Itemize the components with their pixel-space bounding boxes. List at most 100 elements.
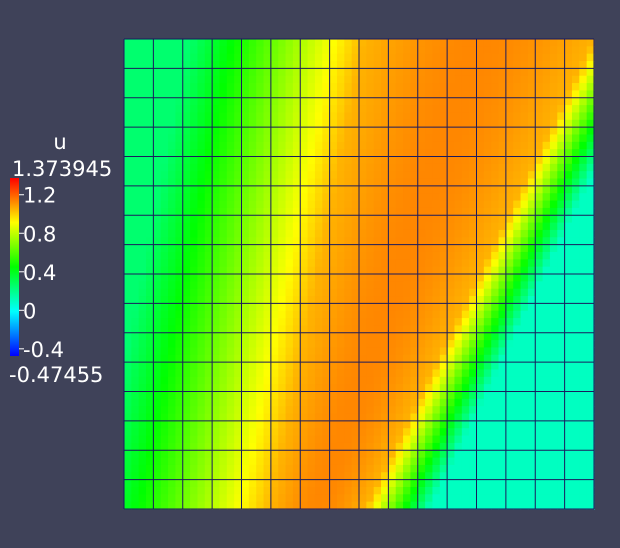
heatmap-cell bbox=[336, 457, 345, 466]
heatmap-cell bbox=[256, 112, 265, 121]
heatmap-cell bbox=[263, 318, 272, 326]
heatmap-cell bbox=[476, 354, 485, 363]
heatmap-cell bbox=[557, 141, 566, 150]
heatmap-cell bbox=[395, 406, 404, 415]
heatmap-cell bbox=[549, 215, 558, 224]
heatmap-cell bbox=[160, 105, 169, 114]
heatmap-cell bbox=[542, 229, 551, 238]
heatmap-cell bbox=[403, 149, 411, 158]
heatmap-cell bbox=[388, 354, 397, 363]
heatmap-cell bbox=[513, 75, 522, 84]
heatmap-cell bbox=[388, 141, 397, 150]
heatmap-cell bbox=[212, 340, 221, 349]
heatmap-cell bbox=[153, 384, 162, 393]
heatmap-cell bbox=[461, 472, 470, 481]
heatmap-cell bbox=[160, 207, 169, 216]
heatmap-cell bbox=[439, 391, 448, 400]
heatmap-cell bbox=[190, 46, 199, 55]
heatmap-cell bbox=[168, 156, 176, 165]
heatmap-cell bbox=[439, 68, 448, 77]
heatmap-cell bbox=[175, 442, 184, 451]
heatmap-cell bbox=[336, 464, 345, 473]
heatmap-cell bbox=[425, 472, 434, 481]
heatmap-cell bbox=[513, 472, 522, 481]
heatmap-cell bbox=[204, 486, 213, 495]
heatmap-cell bbox=[542, 215, 551, 224]
heatmap-cell bbox=[395, 244, 404, 253]
heatmap-cell bbox=[476, 207, 485, 216]
heatmap-cell bbox=[153, 413, 162, 422]
heatmap-cell bbox=[138, 413, 147, 422]
heatmap-cell bbox=[307, 435, 316, 444]
heatmap-cell bbox=[395, 105, 404, 114]
heatmap-cell bbox=[579, 163, 588, 172]
heatmap-cell bbox=[505, 259, 514, 268]
heatmap-cell bbox=[542, 450, 551, 459]
heatmap-cell bbox=[190, 332, 199, 341]
heatmap-cell bbox=[197, 237, 206, 246]
heatmap-cell bbox=[285, 428, 294, 437]
heatmap-cell bbox=[329, 105, 338, 114]
heatmap-cell bbox=[153, 442, 162, 451]
heatmap-cell bbox=[417, 296, 426, 304]
heatmap-cell bbox=[491, 340, 500, 349]
heatmap-cell bbox=[153, 163, 162, 172]
heatmap-cell bbox=[270, 90, 279, 99]
heatmap-cell bbox=[417, 39, 426, 47]
heatmap-cell bbox=[403, 178, 411, 187]
heatmap-cell bbox=[542, 185, 551, 194]
heatmap-cell bbox=[571, 486, 580, 495]
heatmap-cell bbox=[256, 332, 265, 341]
heatmap-cell bbox=[483, 325, 492, 334]
heatmap-cell bbox=[469, 442, 478, 451]
heatmap-cell bbox=[241, 398, 250, 407]
heatmap-cell bbox=[461, 149, 470, 158]
heatmap-cell bbox=[542, 274, 551, 282]
heatmap-cell bbox=[300, 163, 309, 172]
heatmap-cell bbox=[160, 163, 169, 172]
heatmap-cell bbox=[322, 479, 331, 488]
heatmap-cell bbox=[329, 178, 338, 187]
heatmap-cell bbox=[410, 406, 419, 415]
heatmap-cell bbox=[410, 435, 419, 444]
heatmap-cell bbox=[307, 296, 316, 304]
heatmap-cell bbox=[395, 222, 404, 231]
heatmap-cell bbox=[307, 127, 316, 136]
heatmap-cell bbox=[153, 288, 162, 297]
heatmap-cell bbox=[388, 442, 397, 451]
heatmap-cell bbox=[395, 428, 404, 437]
heatmap-cell bbox=[439, 318, 448, 326]
heatmap-cell bbox=[425, 406, 434, 415]
heatmap-cell bbox=[322, 450, 331, 459]
heatmap-cell bbox=[579, 435, 588, 444]
heatmap-cell bbox=[329, 398, 338, 407]
heatmap-cell bbox=[410, 428, 419, 437]
heatmap-cell bbox=[417, 362, 426, 371]
heatmap-cell bbox=[542, 61, 551, 69]
heatmap-cell bbox=[483, 384, 492, 393]
heatmap-cell bbox=[513, 229, 522, 238]
heatmap-cell bbox=[182, 229, 191, 238]
heatmap-cell bbox=[160, 171, 169, 180]
heatmap-cell bbox=[190, 362, 199, 371]
heatmap-cell bbox=[366, 494, 375, 503]
heatmap-cell bbox=[190, 163, 199, 172]
heatmap-cell bbox=[557, 288, 566, 297]
heatmap-cell bbox=[175, 185, 184, 194]
heatmap-cell bbox=[403, 310, 411, 319]
heatmap-cell bbox=[505, 90, 514, 99]
heatmap-cell bbox=[535, 200, 544, 209]
heatmap-cell bbox=[483, 178, 492, 187]
heatmap-cell bbox=[417, 141, 426, 150]
heatmap-cell bbox=[336, 494, 345, 503]
heatmap-cell bbox=[175, 39, 184, 47]
heatmap-cell bbox=[322, 193, 331, 202]
heatmap-cell bbox=[322, 362, 331, 371]
heatmap-cell bbox=[248, 119, 257, 128]
heatmap-cell bbox=[285, 46, 294, 55]
heatmap-cell bbox=[146, 296, 154, 304]
heatmap-cell bbox=[248, 457, 257, 466]
heatmap-cell bbox=[160, 149, 169, 158]
heatmap-cell bbox=[234, 398, 243, 407]
heatmap-cell bbox=[542, 222, 551, 231]
